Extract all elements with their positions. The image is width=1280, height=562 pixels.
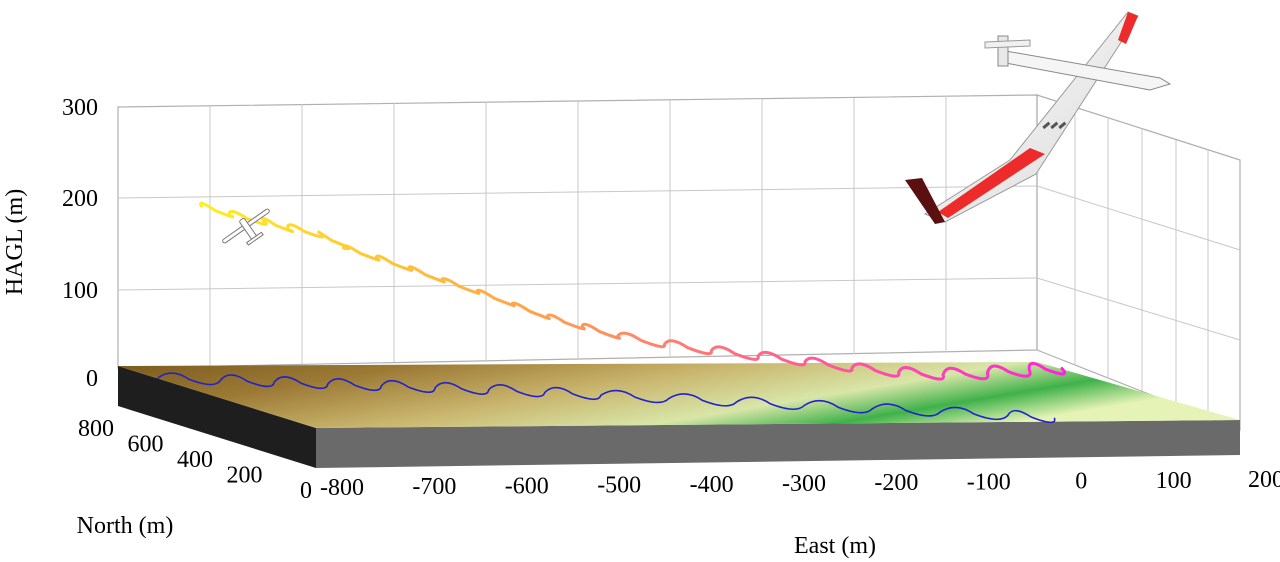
x-tick-label: 0: [1075, 469, 1087, 495]
small-glider-icon: [222, 208, 270, 246]
ground-track-series: [156, 372, 1056, 424]
x-tick-label: -700: [412, 474, 456, 500]
y-tick-label: 600: [128, 432, 164, 458]
y-tick-label: 200: [227, 463, 263, 489]
x-tick-label: -400: [690, 472, 734, 498]
x-tick-label: 100: [1156, 468, 1192, 494]
y-tick-label: 0: [300, 478, 312, 504]
x-tick-label: -300: [782, 471, 826, 497]
x-tick-label: -800: [320, 475, 364, 501]
y-axis-ticks: 800 600 400 200 0: [78, 416, 312, 504]
x-tick-label: -500: [597, 473, 641, 499]
z-tick-label: 0: [86, 366, 98, 392]
x-tick-label: -600: [505, 473, 549, 499]
y-tick-label: 400: [177, 447, 213, 473]
x-axis-label: East (m): [794, 533, 876, 559]
flight-path-line: [199, 201, 1067, 381]
y-axis-label: North (m): [77, 513, 174, 539]
x-tick-label: 200: [1248, 467, 1280, 493]
z-axis-label: HAGL (m): [2, 189, 28, 295]
z-axis-ticks: 300 200 100 0: [62, 95, 98, 392]
ground-track-line: [156, 372, 1056, 424]
z-tick-label: 300: [62, 95, 98, 121]
z-tick-label: 100: [62, 278, 98, 304]
x-tick-label: -200: [874, 470, 918, 496]
y-tick-label: 800: [78, 416, 114, 442]
flight-path-series: [199, 201, 1067, 381]
z-tick-label: 200: [62, 186, 98, 212]
x-tick-label: -100: [967, 469, 1011, 495]
x-axis-ticks: -800 -700 -600 -500 -400 -300 -200 -100 0 100 200: [320, 467, 1280, 501]
glider-illustration-icon: [905, 11, 1172, 224]
terrain-surface: [118, 362, 1240, 468]
